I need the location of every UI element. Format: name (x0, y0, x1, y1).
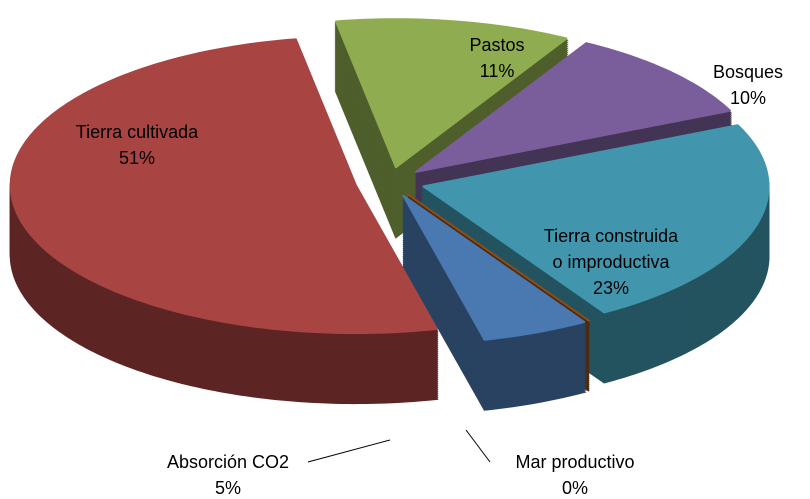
slice (402, 194, 586, 341)
value-label: 23% (592, 278, 630, 298)
category-label: Tierra construida o improductiva (543, 226, 679, 272)
category-label: Tierra cultivada (75, 122, 199, 142)
value-label: 0% (561, 478, 588, 498)
slice-label: Tierra construida o improductiva 23% (541, 223, 681, 301)
value-label: 51% (118, 148, 156, 168)
category-label: Mar productivo (515, 452, 635, 472)
slice (414, 42, 732, 173)
slice (407, 193, 591, 322)
value-label: 10% (729, 88, 767, 108)
value-label: 5% (214, 478, 241, 498)
slice (9, 38, 438, 335)
leader-line (465, 429, 491, 463)
slice-label: Absorción CO2 5% (118, 449, 338, 499)
slice-label: Tierra cultivada 51% (27, 119, 247, 171)
category-label: Pastos (469, 35, 525, 55)
category-label: Bosques (712, 62, 784, 82)
slice-label: Pastos 11% (437, 32, 557, 84)
slice (335, 18, 568, 169)
slice (422, 124, 770, 314)
slice-label: Mar productivo 0% (465, 449, 685, 499)
value-label: 11% (479, 61, 515, 81)
leader-line (307, 439, 391, 463)
category-label: Absorción CO2 (166, 452, 290, 472)
slice-label: Bosques 10% (688, 59, 808, 111)
